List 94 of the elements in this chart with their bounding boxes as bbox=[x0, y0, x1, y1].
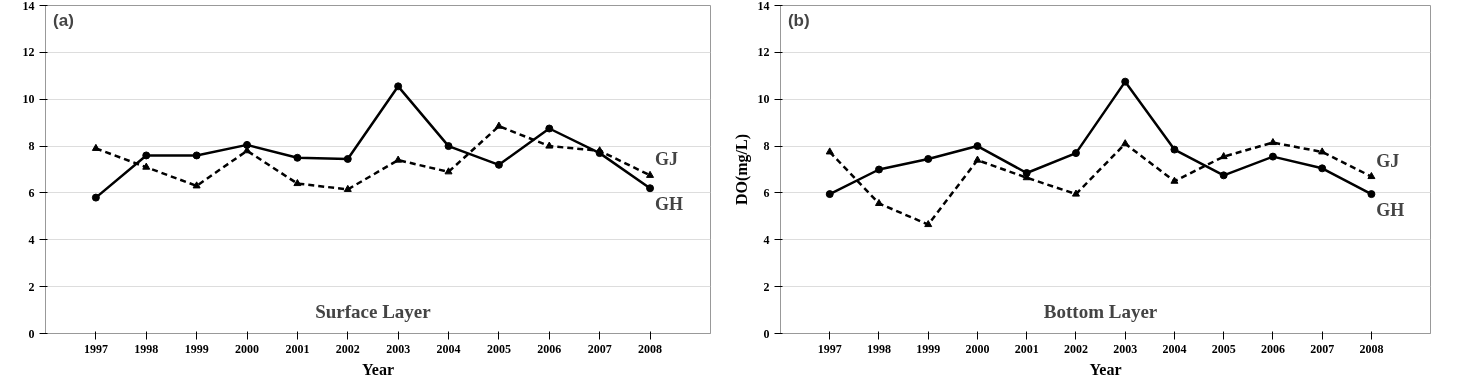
point bbox=[293, 153, 302, 162]
point bbox=[924, 220, 933, 228]
point bbox=[142, 162, 151, 170]
annotation: (b) bbox=[787, 10, 810, 30]
x-tick-label: 2002 bbox=[335, 341, 360, 356]
y-tick-label: 14 bbox=[22, 0, 35, 13]
x-tick-label: 1997 bbox=[817, 341, 842, 356]
y-tick-label: 10 bbox=[757, 92, 770, 107]
x-tick-label: 2006 bbox=[1260, 341, 1285, 356]
point bbox=[595, 146, 604, 154]
x-tick-label: 2004 bbox=[436, 341, 461, 356]
annotation: Bottom Layer bbox=[1043, 300, 1158, 322]
point bbox=[142, 151, 151, 160]
x-axis-title: Year bbox=[1089, 360, 1122, 378]
x-tick-label: 2004 bbox=[1162, 341, 1187, 356]
point bbox=[924, 154, 933, 163]
point bbox=[1071, 149, 1080, 158]
x-tick-label: 2007 bbox=[1310, 341, 1335, 356]
point bbox=[1219, 152, 1228, 160]
point bbox=[874, 198, 883, 206]
point bbox=[1071, 189, 1080, 197]
y-tick-label: 4 bbox=[763, 232, 770, 247]
point bbox=[545, 124, 554, 133]
point bbox=[394, 155, 403, 163]
annotation: Surface Layer bbox=[315, 300, 432, 322]
x-tick-label: 2008 bbox=[1359, 341, 1384, 356]
x-axis-title: Year bbox=[362, 360, 394, 378]
point bbox=[394, 82, 403, 91]
y-tick-label: 0 bbox=[763, 326, 770, 341]
point bbox=[494, 160, 503, 169]
point bbox=[494, 121, 503, 129]
point bbox=[444, 142, 453, 151]
x-tick-label: 2001 bbox=[285, 341, 310, 356]
point bbox=[192, 181, 201, 189]
point bbox=[1318, 164, 1327, 173]
y-axis-title: DO(mg/L) bbox=[732, 133, 751, 206]
point bbox=[1268, 152, 1277, 161]
y-tick-label: 6 bbox=[763, 185, 770, 200]
series-label: GJ bbox=[655, 149, 679, 170]
point bbox=[1170, 176, 1179, 184]
y-tick-label: 2 bbox=[763, 279, 770, 294]
point bbox=[1219, 171, 1228, 180]
point bbox=[1318, 147, 1327, 155]
point bbox=[646, 184, 655, 193]
y-tick-label: 12 bbox=[22, 45, 35, 60]
point bbox=[91, 193, 100, 202]
point bbox=[646, 170, 655, 178]
point bbox=[1121, 77, 1130, 86]
point bbox=[1367, 190, 1376, 199]
x-tick-label: 1999 bbox=[916, 341, 941, 356]
point bbox=[1367, 171, 1376, 180]
point bbox=[293, 179, 302, 187]
x-tick-label: 2003 bbox=[1113, 341, 1138, 356]
x-tick-label: 2002 bbox=[1063, 341, 1088, 356]
y-tick-label: 8 bbox=[763, 139, 770, 154]
x-tick-label: 1998 bbox=[134, 341, 159, 356]
x-tick-label: 1997 bbox=[83, 341, 108, 356]
y-tick-label: 6 bbox=[28, 185, 35, 200]
y-tick-label: 0 bbox=[28, 326, 35, 341]
y-tick-label: 12 bbox=[757, 45, 770, 60]
x-tick-label: 2000 bbox=[235, 341, 260, 356]
series-label: GJ bbox=[1376, 150, 1400, 171]
point bbox=[973, 142, 982, 151]
point bbox=[825, 147, 834, 155]
y-tick-label: 2 bbox=[28, 279, 35, 294]
point bbox=[1268, 138, 1277, 146]
x-tick-label: 2000 bbox=[965, 341, 990, 356]
x-tick-label: 2005 bbox=[1211, 341, 1236, 356]
y-tick-label: 14 bbox=[757, 0, 770, 13]
x-tick-label: 2005 bbox=[486, 341, 511, 356]
point bbox=[192, 151, 201, 160]
y-tick-label: 8 bbox=[28, 139, 35, 154]
x-tick-label: 1999 bbox=[184, 341, 209, 356]
series-label: GH bbox=[655, 194, 684, 215]
point bbox=[1121, 139, 1130, 147]
point bbox=[91, 143, 100, 151]
y-tick-label: 10 bbox=[22, 92, 35, 107]
y-tick-label: 4 bbox=[28, 232, 35, 247]
point bbox=[444, 167, 453, 175]
point bbox=[343, 154, 352, 163]
x-tick-label: 2001 bbox=[1014, 341, 1039, 356]
point bbox=[343, 184, 352, 192]
x-tick-label: 1998 bbox=[866, 341, 891, 356]
x-tick-label: 2003 bbox=[386, 341, 411, 356]
series-label: GH bbox=[1376, 200, 1405, 221]
point bbox=[973, 155, 982, 163]
x-tick-label: 2007 bbox=[587, 341, 612, 356]
annotation: (a) bbox=[53, 10, 74, 30]
x-tick-label: 2008 bbox=[638, 341, 663, 356]
point bbox=[874, 165, 883, 174]
point bbox=[825, 190, 834, 199]
point bbox=[545, 141, 554, 149]
point bbox=[1170, 145, 1179, 154]
x-tick-label: 2006 bbox=[537, 341, 562, 356]
